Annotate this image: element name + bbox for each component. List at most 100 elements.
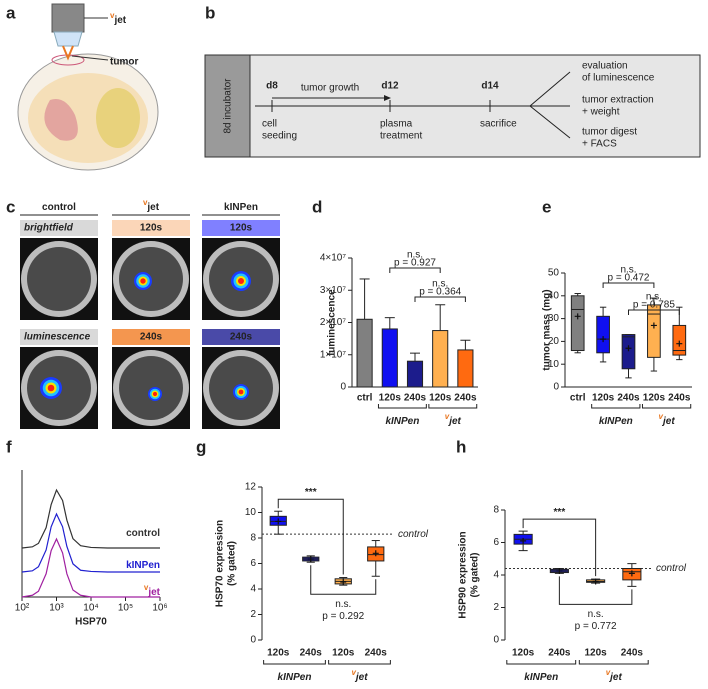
device-label: vjet	[110, 11, 127, 26]
y-axis-label: luminescence	[327, 289, 338, 356]
x-tick-label: 120s	[592, 393, 615, 404]
condition-bar	[20, 329, 98, 345]
mean-marker	[574, 313, 581, 320]
panel-label: d	[312, 197, 322, 216]
label-text: kINPen	[385, 416, 419, 427]
p-value: p = 0.772	[575, 621, 617, 632]
device	[51, 3, 85, 33]
box	[570, 295, 585, 352]
y-tick-label: 0	[340, 382, 346, 393]
mean-marker	[307, 556, 314, 563]
significance-bracket	[310, 565, 377, 595]
mean-marker	[625, 345, 632, 352]
box	[647, 304, 661, 358]
arrow-label: tumor growth	[301, 83, 359, 94]
mean-marker	[275, 518, 282, 525]
label-text: jet	[113, 15, 126, 26]
outcome-label: tumor digest	[582, 127, 637, 138]
x-tick-label: 120s	[267, 648, 290, 659]
x-tick-label: 120s	[585, 648, 608, 659]
x-tick-label: 10⁶	[152, 603, 167, 614]
group-bracket	[263, 660, 326, 665]
event-label: plasma	[380, 119, 413, 130]
event-label: seeding	[262, 131, 297, 142]
mean-marker	[628, 570, 635, 577]
outcome-label: tumor extraction	[582, 95, 654, 106]
condition-bar	[20, 220, 98, 236]
significance-label: n.s.	[407, 250, 423, 261]
column-header: kINPen	[224, 202, 258, 213]
x-tick-label: 120s	[332, 648, 355, 659]
y-tick-label: 4	[493, 570, 499, 581]
condition-bar	[112, 220, 190, 236]
significance-bracket	[602, 282, 655, 288]
label-text: jet	[354, 672, 368, 683]
bar	[406, 360, 424, 388]
luminescence-spot	[47, 384, 55, 392]
condition-bar	[112, 329, 190, 345]
p-value: p = 0.292	[322, 611, 364, 622]
group-bracket	[578, 660, 649, 665]
label-text: kINPen	[599, 416, 633, 427]
panel-label: c	[6, 197, 15, 216]
bar	[457, 349, 474, 388]
significance-label: n.s.	[646, 292, 662, 303]
significance-bracket	[628, 309, 680, 315]
y-tick-label: 0	[250, 635, 256, 646]
box	[621, 334, 636, 370]
p-value: p = 0.364	[419, 287, 461, 298]
panel-label: f	[6, 437, 12, 456]
label-text: jet	[608, 672, 622, 683]
condition-bar	[202, 220, 280, 236]
x-tick-label: 120s	[379, 393, 402, 404]
panel-label: e	[542, 197, 551, 216]
y-tick-label: 3×10⁷	[320, 285, 347, 296]
significance-label: n.s.	[620, 265, 636, 276]
group-label: vjet	[606, 668, 623, 683]
y-tick-label: 40	[548, 290, 560, 301]
tumor-label: tumor	[110, 57, 138, 68]
condition-label: 240s	[140, 332, 163, 343]
x-tick-label: 10²	[15, 603, 30, 614]
significance-bracket	[558, 576, 633, 605]
group-bracket	[641, 404, 692, 409]
label-text: kINPen	[524, 672, 558, 683]
panel-label: a	[6, 3, 16, 22]
significance-label: ***	[554, 507, 566, 518]
group-label: vjet	[351, 668, 368, 683]
y-axis-label: HSP70 expression	[215, 520, 226, 607]
group-label: kINPen	[524, 672, 558, 683]
group-label: kINPen	[385, 416, 419, 427]
panel-label: b	[205, 3, 215, 22]
p-value: p = 0.927	[394, 258, 436, 269]
y-tick-label: 4	[250, 584, 256, 595]
y-axis-label: tumor mass (mg)	[542, 289, 553, 370]
label-text: jet	[661, 416, 675, 427]
outcome-label: + FACS	[582, 139, 617, 150]
y-tick-label: 0	[553, 382, 559, 393]
y-tick-label: 2×10⁷	[320, 317, 347, 328]
x-tick-label: 120s	[643, 393, 666, 404]
significance-bracket	[414, 296, 466, 302]
significance-label: n.s.	[335, 599, 351, 610]
mean-marker	[600, 336, 607, 343]
group-bracket	[328, 660, 391, 665]
group-label: vjet	[445, 412, 462, 427]
x-tick-label: 240s	[668, 393, 691, 404]
y-tick-label: 10	[548, 359, 560, 370]
column-header: control	[42, 202, 76, 213]
reference-label: control	[398, 529, 429, 540]
arrow-head	[384, 95, 391, 101]
pointer	[71, 55, 109, 61]
significance-bracket	[389, 267, 441, 273]
condition-label: brightfield	[24, 223, 74, 234]
significance-bracket	[522, 518, 597, 577]
outcome-label: + weight	[582, 107, 620, 118]
mean-marker	[676, 340, 683, 347]
luminescence-spot	[238, 389, 244, 395]
mean-marker	[592, 578, 599, 585]
condition-label: 120s	[140, 223, 163, 234]
label-text: control	[42, 202, 76, 213]
x-tick-label: 240s	[365, 648, 388, 659]
y-tick-label: 20	[548, 336, 560, 347]
